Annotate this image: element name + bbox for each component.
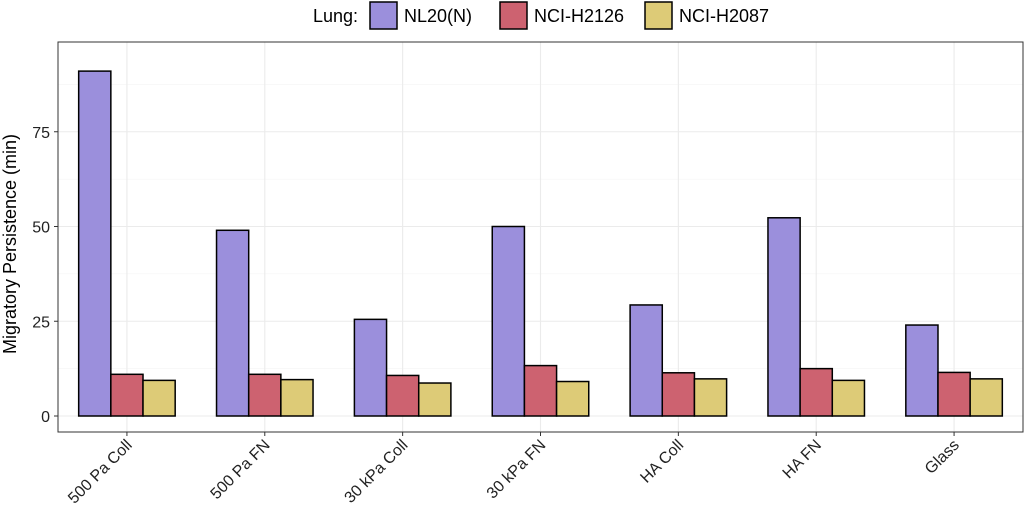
x-tick-label: 500 Pa FN — [208, 437, 274, 503]
bar-nci-h2126-6 — [799, 367, 834, 417]
y-axis-title: Migratory Persistence (min) — [0, 134, 20, 354]
x-axis: 500 Pa Coll 500 Pa FN 30 kPa Coll 30 kPa FN… — [65, 432, 963, 507]
bar-nci-h2126-2 — [247, 373, 282, 417]
bar-nl20-n--7 — [905, 324, 939, 417]
legend-label-nci-h2087: NCI-H2087 — [679, 6, 769, 26]
y-tick-label: 25 — [32, 314, 50, 331]
x-tick-label: HA Coll — [637, 437, 687, 487]
bars — [77, 70, 1004, 417]
bar-nci-h2126-3 — [385, 374, 420, 417]
legend-key-nci-h2126 — [499, 1, 528, 30]
legend: Lung: NL20(N) NCI-H2126 NCI-H2087 — [313, 1, 769, 30]
bar-nci-h2126-4 — [523, 364, 558, 417]
bar-nci-h2087-1 — [142, 379, 176, 417]
y-tick-label: 0 — [41, 409, 50, 426]
bar-nl20-n--5 — [629, 304, 664, 417]
gridlines — [58, 42, 1023, 432]
x-tick-label: 30 kPa Coll — [342, 437, 412, 507]
bar-nl20-n--1 — [77, 70, 112, 417]
bar-nci-h2087-7 — [969, 378, 1004, 417]
y-tick-label: 75 — [32, 125, 50, 142]
x-tick-label: HA FN — [780, 437, 825, 482]
y-axis: 0 25 50 75 — [32, 125, 58, 426]
legend-label-nci-h2126: NCI-H2126 — [534, 6, 624, 26]
y-tick-label: 50 — [32, 220, 50, 237]
legend-key-nl20-n- — [369, 1, 398, 30]
bar-nci-h2087-6 — [831, 379, 866, 417]
bar-nl20-n--4 — [491, 225, 526, 417]
bar-nci-h2087-2 — [280, 378, 314, 417]
x-tick-label: Glass — [922, 437, 963, 478]
bar-nl20-n--2 — [215, 229, 250, 417]
bar-nl20-n--3 — [353, 318, 388, 417]
legend-title: Lung: — [313, 6, 358, 26]
bar-nci-h2087-4 — [555, 380, 590, 417]
bar-nl20-n--6 — [767, 217, 801, 417]
bar-nci-h2087-5 — [693, 378, 728, 417]
bar-nci-h2126-7 — [937, 371, 971, 417]
x-tick-label: 500 Pa Coll — [65, 437, 136, 508]
bar-nci-h2126-5 — [661, 372, 696, 417]
legend-key-nci-h2087 — [644, 1, 673, 30]
x-tick-label: 30 kPa FN — [484, 437, 549, 502]
bar-nci-h2087-3 — [417, 382, 452, 417]
bar-nci-h2126-1 — [110, 373, 144, 417]
legend-label-nl20-n-: NL20(N) — [404, 6, 472, 26]
